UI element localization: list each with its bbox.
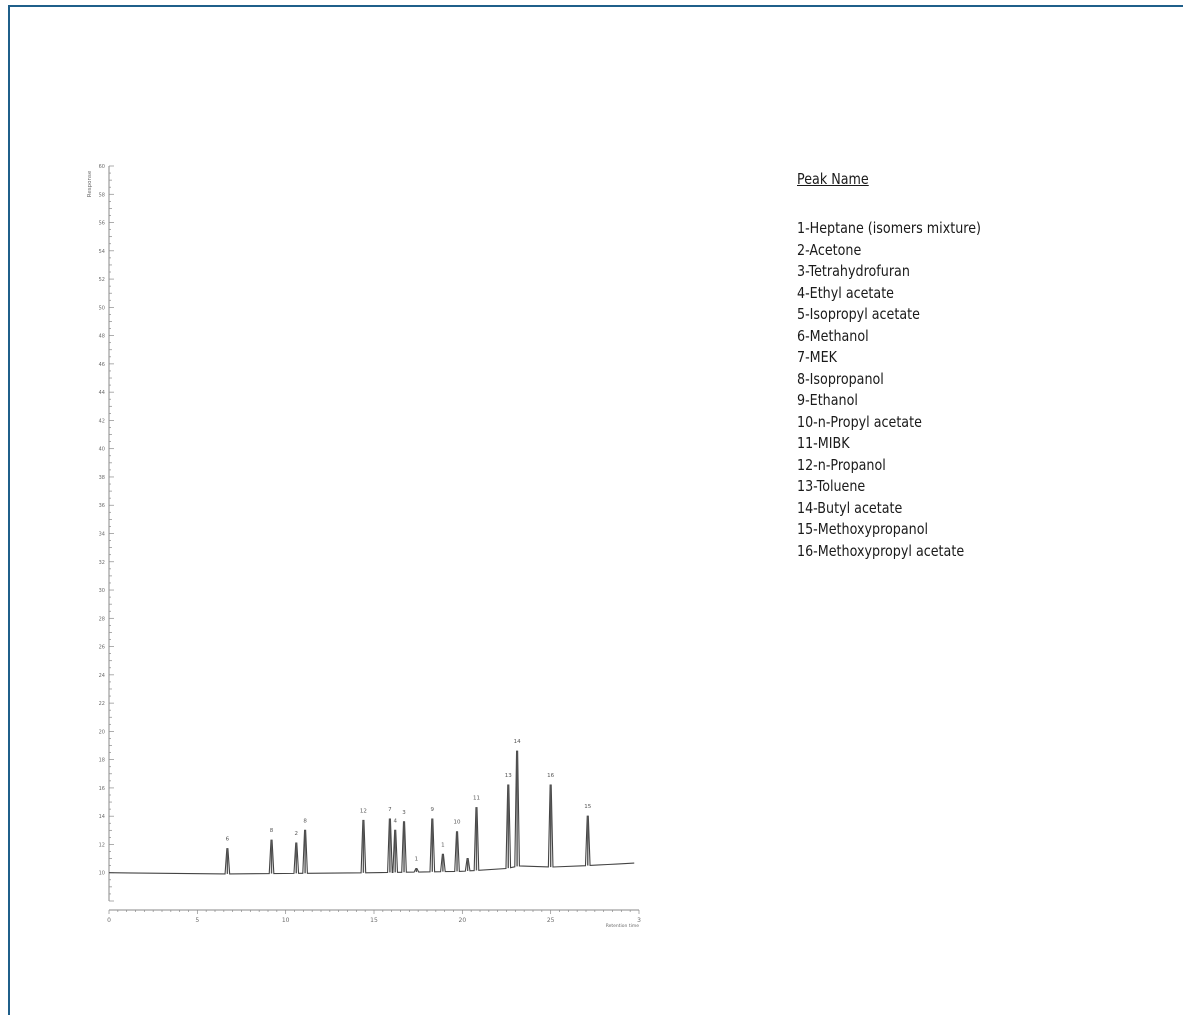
x-tick-label: 25	[547, 917, 555, 924]
peak-labels: 6 8 2 8 12 743 1 9 1 10 11 13 14 16 15	[226, 739, 592, 862]
y-tick-label: 30	[99, 588, 105, 594]
peak-label: 14	[514, 739, 521, 745]
peak-label: 3	[402, 810, 406, 816]
y-tick-label: 28	[99, 616, 105, 622]
legend-item: 4-Ethyl acetate	[797, 283, 895, 302]
y-tick-label: 20	[99, 729, 105, 735]
peak-label: 10	[454, 820, 461, 826]
y-tick-label: 52	[99, 277, 105, 283]
peak-label: 1	[441, 842, 445, 848]
legend-item: 12-n-Propanol	[797, 455, 886, 474]
peak-label: 12	[360, 808, 367, 814]
y-tick-label: 50	[99, 305, 105, 311]
legend-item: 6-Methanol	[797, 326, 869, 345]
legend-list: 1-Heptane (isomers mixture) 2-Acetone 3-Te…	[797, 218, 981, 562]
x-tick-label: 3	[637, 917, 641, 924]
peak-legend: Peak Name 1-Heptane (isomers mixture) 2-A…	[797, 168, 981, 562]
peak-label: 6	[226, 837, 230, 843]
legend-item: 16-Methoxypropyl acetate	[797, 541, 965, 560]
chromatogram-line	[108, 750, 635, 875]
y-axis: 10 12 14 16 18 20 22 24 26 28 30 32 34 36 38 40 42 44 46 48…	[87, 164, 114, 902]
x-tick-label: 0	[107, 917, 111, 924]
legend-item: 11-MIBK	[797, 434, 850, 452]
peak-label: 16	[547, 773, 554, 779]
chromatogram-chart: 1012141618202224262830323436384042444648…	[87, 164, 641, 929]
chromatogram-trace	[108, 750, 635, 875]
y-tick-label: 26	[99, 645, 105, 651]
peak-label: 15	[584, 804, 591, 810]
legend-item: 5-Isopropyl acetate	[797, 305, 920, 323]
page-frame	[8, 5, 1183, 1015]
y-tick-label: 40	[99, 447, 105, 453]
legend-item: 8-Isopropanol	[797, 369, 884, 388]
y-tick-label: 18	[99, 758, 105, 764]
y-tick-label: 16	[99, 786, 105, 792]
peak-label: 8	[303, 818, 307, 824]
peak-label: 1	[415, 856, 419, 862]
y-tick-label: 14	[99, 814, 105, 820]
y-tick-label: 54	[99, 249, 105, 255]
y-tick-label: 42	[99, 418, 105, 424]
legend-item: 14-Butyl acetate	[797, 498, 903, 517]
peak-label: 13	[505, 773, 512, 779]
y-axis-title: Response	[87, 170, 93, 197]
peak-label: 2	[295, 831, 299, 837]
legend-item: 3-Tetrahydrofuran	[797, 262, 910, 280]
y-tick-label: 46	[99, 362, 105, 368]
peak-label: 7	[388, 807, 392, 813]
y-tick-label: 10	[99, 871, 105, 877]
y-tick-label: 36	[99, 503, 105, 509]
legend-item: 9-Ethanol	[797, 391, 858, 409]
x-tick-label: 5	[195, 917, 199, 924]
legend-item: 10-n-Propyl acetate	[797, 412, 922, 431]
y-tick-label: 38	[99, 475, 105, 481]
y-tick-label: 58	[99, 192, 105, 198]
peak-label: 8	[270, 828, 274, 834]
y-tick-label: 12	[99, 842, 105, 848]
legend-item: 15-Methoxypropanol	[797, 520, 929, 538]
y-tick-label: 56	[99, 221, 105, 227]
legend-title: Peak Name	[797, 170, 869, 188]
y-tick-label: 44	[99, 390, 105, 396]
x-axis-title: Retention time	[606, 923, 640, 929]
x-tick-label: 10	[282, 917, 290, 924]
x-tick-label: 20	[459, 917, 467, 924]
peak-label: 4	[393, 818, 397, 824]
legend-item: 1-Heptane (isomers mixture)	[797, 219, 981, 237]
peak-label: 9	[431, 807, 435, 813]
y-tick-label: 24	[99, 673, 105, 679]
legend-item: 7-MEK	[797, 348, 838, 366]
y-tick-label: 48	[99, 334, 105, 340]
y-tick-label: 32	[99, 560, 105, 566]
y-tick-label: 34	[99, 532, 105, 538]
y-tick-label: 60	[99, 164, 105, 170]
legend-item: 13-Toluene	[797, 477, 866, 495]
legend-item: 2-Acetone	[797, 240, 862, 259]
x-tick-label: 15	[370, 917, 378, 924]
peak-label: 11	[473, 796, 480, 802]
y-tick-label: 22	[99, 701, 105, 707]
